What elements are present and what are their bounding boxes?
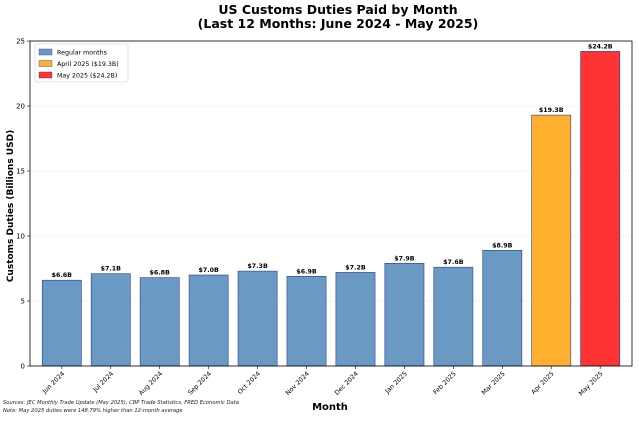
value-label: $19.3B	[539, 107, 564, 114]
average-note: Note: May 2025 duties were 148.79% highe…	[3, 408, 183, 414]
y-tick-label: 20	[16, 103, 25, 111]
y-tick-label: 5	[21, 298, 25, 306]
y-tick-label: 15	[16, 168, 25, 176]
chart-subtitle: (Last 12 Months: June 2024 - May 2025)	[198, 16, 479, 31]
bar-dec-2024	[335, 272, 376, 367]
value-label: $7.9B	[394, 255, 415, 262]
y-tick-label: 10	[16, 233, 25, 241]
bar-oct-2024	[237, 270, 278, 367]
x-axis-label: Month	[312, 402, 348, 413]
y-tick-label: 0	[21, 363, 25, 371]
x-tick-label: Apr 2025	[530, 370, 555, 395]
x-tick-label: Jan 2025	[384, 370, 409, 395]
value-label: $8.9B	[492, 242, 513, 249]
legend-label-may: May 2025 ($24.2B)	[57, 73, 117, 80]
x-tick-label: Jun 2024	[41, 370, 66, 395]
chart-title: US Customs Duties Paid by Month	[218, 2, 457, 17]
value-label: $7.3B	[247, 263, 268, 270]
x-tick-label: Dec 2024	[334, 370, 360, 396]
value-label: $6.8B	[150, 270, 171, 277]
bar-feb-2025	[433, 266, 474, 367]
bar-nov-2024	[286, 275, 327, 367]
bar-jun-2024	[41, 279, 82, 367]
y-axis-label: Customs Duties (Billions USD)	[6, 130, 16, 282]
value-label: $6.9B	[296, 268, 317, 275]
x-tick-label: Sep 2024	[187, 370, 213, 396]
x-tick-label: Feb 2025	[432, 370, 458, 396]
x-tick-label: May 2025	[578, 370, 605, 397]
value-label: $7.0B	[198, 267, 219, 274]
x-tick-label: Mar 2025	[481, 370, 507, 396]
x-tick-label: Aug 2024	[138, 370, 164, 396]
legend-box	[34, 43, 129, 83]
value-label: $6.6B	[52, 272, 73, 279]
legend-label-regular: Regular months	[57, 50, 107, 57]
x-tick-label: Oct 2024	[237, 370, 262, 395]
value-label: $7.2B	[345, 264, 366, 271]
plot-frame	[29, 40, 633, 367]
value-label: $24.2B	[588, 43, 613, 50]
legend-swatch-regular	[38, 48, 53, 56]
bar-mar-2025	[482, 250, 523, 367]
bar-apr-2025	[531, 114, 572, 367]
value-label: $7.6B	[443, 259, 464, 266]
legend-swatch-may	[38, 71, 53, 79]
value-label: $7.1B	[101, 266, 122, 273]
x-tick-label: Nov 2024	[285, 370, 311, 396]
bar-jan-2025	[384, 262, 425, 367]
bar-sep-2024	[188, 274, 229, 367]
x-tick-label: Jul 2024	[91, 370, 115, 394]
bar-jul-2024	[90, 273, 131, 367]
bar-may-2025	[580, 51, 621, 367]
bar-aug-2024	[139, 277, 180, 367]
y-tick-label: 25	[16, 38, 25, 46]
legend-swatch-april	[38, 60, 53, 67]
source-note: Sources: JEC Monthly Trade Update (May 2…	[3, 400, 239, 406]
legend-label-april: April 2025 ($19.3B)	[57, 61, 119, 68]
